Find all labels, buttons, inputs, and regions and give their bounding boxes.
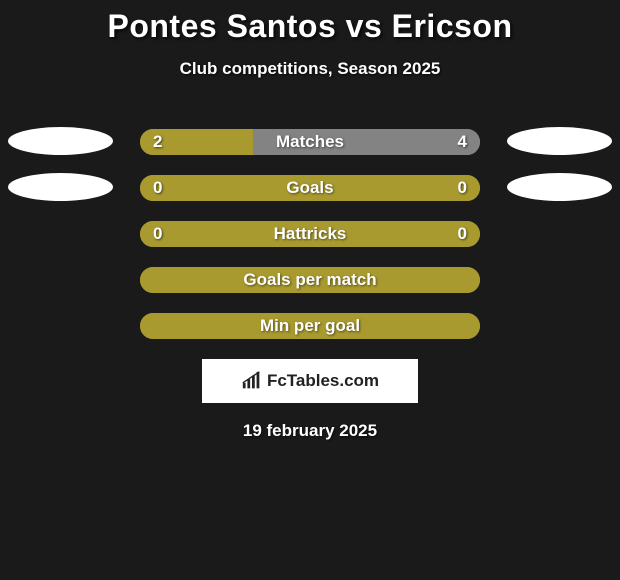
metric-row: Goals per match	[0, 257, 620, 303]
metric-row: Min per goal	[0, 303, 620, 349]
metric-row: 00Goals	[0, 165, 620, 211]
logo-text: FcTables.com	[267, 371, 379, 391]
player-avatar-right	[507, 127, 612, 155]
player-avatar-left	[8, 127, 113, 155]
player-avatar-left	[8, 173, 113, 201]
metric-rows: 24Matches00Goals00Hattricks Goals per mat…	[0, 119, 620, 349]
bars-icon	[241, 370, 263, 392]
metric-label: Goals per match	[140, 267, 480, 293]
metric-label: Matches	[140, 129, 480, 155]
comparison-card: Pontes Santos vs Ericson Club competitio…	[0, 0, 620, 441]
metric-label: Goals	[140, 175, 480, 201]
player-avatar-right	[507, 173, 612, 201]
logo-badge: FcTables.com	[202, 359, 418, 403]
metric-row: 24Matches	[0, 119, 620, 165]
page-title: Pontes Santos vs Ericson	[0, 8, 620, 45]
metric-label: Hattricks	[140, 221, 480, 247]
page-subtitle: Club competitions, Season 2025	[0, 59, 620, 79]
metric-row: 00Hattricks	[0, 211, 620, 257]
date-label: 19 february 2025	[0, 421, 620, 441]
metric-label: Min per goal	[140, 313, 480, 339]
